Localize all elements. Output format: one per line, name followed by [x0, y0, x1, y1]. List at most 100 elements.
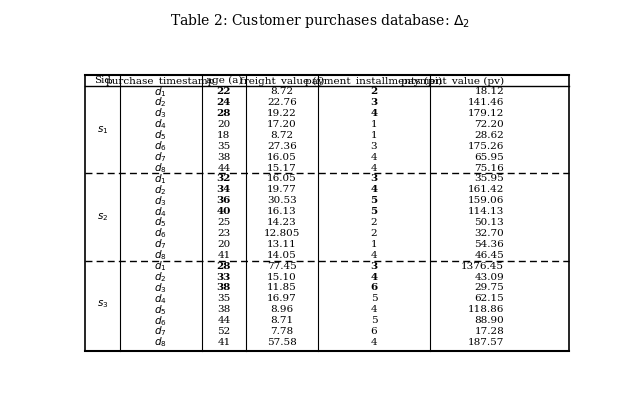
Text: 28: 28 [217, 109, 231, 118]
Text: 8.72: 8.72 [271, 131, 294, 140]
Text: 33: 33 [217, 273, 231, 281]
Text: 40: 40 [217, 207, 231, 216]
Text: 28.62: 28.62 [474, 131, 504, 140]
Text: 4: 4 [371, 109, 378, 118]
Text: 114.13: 114.13 [468, 207, 504, 216]
Text: 7.78: 7.78 [271, 327, 294, 336]
Text: 4: 4 [371, 185, 378, 194]
Text: 35.95: 35.95 [474, 174, 504, 183]
Text: 24: 24 [217, 98, 231, 107]
Text: 187.57: 187.57 [468, 338, 504, 347]
Text: 18: 18 [217, 131, 230, 140]
Text: Sid: Sid [94, 76, 111, 85]
Text: $d_7$: $d_7$ [154, 150, 167, 164]
Text: 5: 5 [371, 207, 378, 216]
Text: 22.76: 22.76 [268, 98, 297, 107]
Text: $d_8$: $d_8$ [154, 248, 167, 262]
Text: 17.28: 17.28 [474, 327, 504, 336]
Text: 72.20: 72.20 [474, 120, 504, 129]
Text: 14.05: 14.05 [268, 251, 297, 260]
Text: 19.22: 19.22 [268, 109, 297, 118]
Text: $d_8$: $d_8$ [154, 161, 167, 175]
Text: 32: 32 [217, 174, 231, 183]
Text: 16.97: 16.97 [268, 295, 297, 303]
Text: $d_2$: $d_2$ [154, 270, 167, 284]
Text: 16.13: 16.13 [268, 207, 297, 216]
Text: 1: 1 [371, 131, 377, 140]
Text: 43.09: 43.09 [474, 273, 504, 281]
Text: 4: 4 [371, 251, 377, 260]
Text: 75.16: 75.16 [474, 164, 504, 172]
Text: $d_1$: $d_1$ [154, 259, 167, 273]
Text: 4: 4 [371, 338, 377, 347]
Text: 118.86: 118.86 [468, 305, 504, 314]
Text: 38: 38 [217, 305, 230, 314]
Text: 54.36: 54.36 [474, 240, 504, 249]
Text: 44: 44 [217, 316, 230, 325]
Text: 161.42: 161.42 [468, 185, 504, 194]
Text: 38: 38 [217, 283, 231, 293]
Text: $d_2$: $d_2$ [154, 183, 167, 197]
Text: 88.90: 88.90 [474, 316, 504, 325]
Text: 46.45: 46.45 [474, 251, 504, 260]
Text: $d_6$: $d_6$ [154, 139, 167, 153]
Text: $d_4$: $d_4$ [154, 292, 167, 306]
Text: 141.46: 141.46 [468, 98, 504, 107]
Text: 15.17: 15.17 [268, 164, 297, 172]
Text: 34: 34 [217, 185, 231, 194]
Text: 159.06: 159.06 [468, 196, 504, 205]
Text: 1: 1 [371, 120, 377, 129]
Text: $s_3$: $s_3$ [97, 298, 108, 310]
Text: $d_3$: $d_3$ [154, 107, 167, 121]
Text: 44: 44 [217, 164, 230, 172]
Text: 27.36: 27.36 [268, 142, 297, 151]
Text: 12.805: 12.805 [264, 229, 300, 238]
Text: $d_7$: $d_7$ [154, 238, 167, 251]
Text: 4: 4 [371, 164, 377, 172]
Text: 16.05: 16.05 [268, 174, 297, 183]
Text: 2: 2 [371, 229, 377, 238]
Text: 8.72: 8.72 [271, 87, 294, 96]
Text: $d_4$: $d_4$ [154, 117, 167, 131]
Text: 62.15: 62.15 [474, 295, 504, 303]
Text: 13.11: 13.11 [268, 240, 297, 249]
Text: 35: 35 [217, 142, 230, 151]
Text: 3: 3 [371, 261, 378, 271]
Text: 1376.45: 1376.45 [461, 261, 504, 271]
Text: 16.05: 16.05 [268, 152, 297, 162]
Text: 5: 5 [371, 196, 378, 205]
Text: 35: 35 [217, 295, 230, 303]
Text: 19.77: 19.77 [268, 185, 297, 194]
Text: 41: 41 [217, 338, 230, 347]
Text: 11.85: 11.85 [268, 283, 297, 293]
Text: freight_value (f): freight_value (f) [240, 76, 324, 86]
Text: $d_5$: $d_5$ [154, 303, 167, 317]
Text: $d_8$: $d_8$ [154, 336, 167, 349]
Text: $d_1$: $d_1$ [154, 85, 167, 99]
Text: 3: 3 [371, 98, 378, 107]
Text: $d_6$: $d_6$ [154, 314, 167, 328]
Text: 3: 3 [371, 174, 378, 183]
Text: 22: 22 [216, 87, 231, 96]
Text: $d_3$: $d_3$ [154, 194, 167, 208]
Text: 15.10: 15.10 [268, 273, 297, 281]
Text: 4: 4 [371, 273, 378, 281]
Text: 57.58: 57.58 [268, 338, 297, 347]
Text: 20: 20 [217, 120, 230, 129]
Text: 30.53: 30.53 [268, 196, 297, 205]
Text: $d_1$: $d_1$ [154, 172, 167, 186]
Text: 5: 5 [371, 316, 377, 325]
Text: 8.96: 8.96 [271, 305, 294, 314]
Text: 3: 3 [371, 142, 377, 151]
Text: 18.12: 18.12 [474, 87, 504, 96]
Text: 17.20: 17.20 [268, 120, 297, 129]
Text: $d_2$: $d_2$ [154, 96, 167, 109]
Text: 38: 38 [217, 152, 230, 162]
Text: 25: 25 [217, 218, 230, 227]
Text: 29.75: 29.75 [474, 283, 504, 293]
Text: 6: 6 [371, 283, 378, 293]
Text: 2: 2 [371, 218, 377, 227]
Text: $d_7$: $d_7$ [154, 325, 167, 338]
Text: Table 2: Customer purchases database: $\Delta_2$: Table 2: Customer purchases database: $\… [170, 12, 470, 30]
Text: 50.13: 50.13 [474, 218, 504, 227]
